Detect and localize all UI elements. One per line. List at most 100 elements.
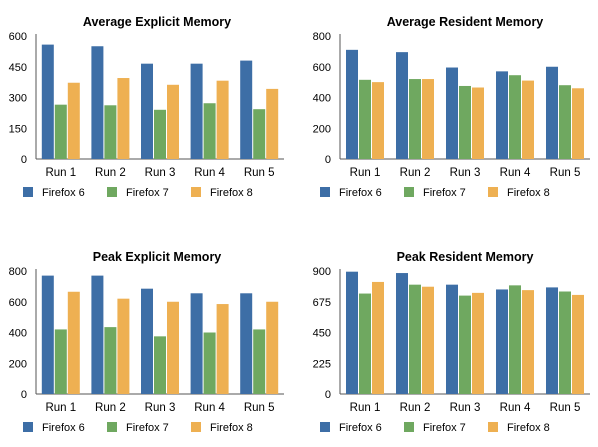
bar-firefox-6: [446, 284, 458, 394]
y-tick-label: 600: [313, 62, 331, 74]
bar-firefox-8: [572, 88, 584, 159]
x-tick-label: Run 2: [400, 167, 431, 179]
x-tick-label: Run 3: [450, 167, 481, 179]
y-tick-label: 675: [313, 297, 331, 309]
bar-firefox-7: [104, 327, 117, 394]
bar-firefox-8: [422, 286, 434, 394]
bar-firefox-7: [54, 104, 67, 159]
legend-label: Firefox 8: [507, 422, 550, 434]
legend-swatch-firefox-6: [23, 422, 33, 432]
y-tick-label: 600: [9, 31, 27, 43]
legend-label: Firefox 6: [339, 187, 382, 199]
chart-title: Peak Resident Memory: [397, 250, 534, 264]
y-tick-label: 800: [313, 31, 331, 43]
bar-firefox-6: [41, 44, 54, 159]
bar-firefox-6: [190, 293, 203, 394]
legend-swatch-firefox-7: [404, 422, 414, 432]
bar-firefox-7: [459, 295, 471, 394]
bar-firefox-8: [372, 281, 384, 394]
y-tick-label: 900: [313, 266, 331, 278]
legend-swatch-firefox-7: [404, 187, 414, 197]
legend-swatch-firefox-8: [488, 422, 498, 432]
y-tick-label: 450: [313, 328, 331, 340]
chart-title: Peak Explicit Memory: [93, 250, 222, 264]
bar-firefox-6: [446, 67, 458, 159]
x-tick-label: Run 5: [550, 402, 581, 414]
bar-firefox-8: [372, 82, 384, 159]
bar-firefox-7: [409, 284, 421, 394]
bar-firefox-6: [346, 49, 358, 159]
bar-firefox-7: [203, 103, 216, 159]
bar-firefox-8: [266, 88, 279, 159]
y-tick-label: 450: [9, 62, 27, 74]
bar-firefox-8: [167, 84, 179, 159]
y-tick-label: 200: [313, 123, 331, 135]
legend-label: Firefox 8: [210, 422, 253, 434]
x-tick-label: Run 1: [350, 167, 381, 179]
x-tick-label: Run 4: [500, 167, 531, 179]
bar-firefox-7: [253, 109, 266, 159]
x-tick-label: Run 4: [500, 402, 531, 414]
x-tick-label: Run 2: [400, 402, 431, 414]
legend-label: Firefox 6: [339, 422, 382, 434]
bar-firefox-8: [522, 80, 534, 159]
x-tick-label: Run 1: [45, 402, 76, 414]
bar-firefox-6: [346, 271, 358, 394]
bar-firefox-7: [559, 85, 571, 159]
y-tick-label: 225: [313, 358, 331, 370]
legend-swatch-firefox-6: [320, 422, 330, 432]
x-tick-label: Run 1: [45, 167, 76, 179]
bar-firefox-7: [154, 109, 166, 159]
bar-firefox-7: [509, 285, 521, 394]
bar-firefox-8: [522, 290, 534, 394]
bar-firefox-7: [253, 329, 266, 394]
bar-firefox-7: [154, 336, 166, 394]
bar-firefox-7: [54, 329, 67, 394]
legend-swatch-firefox-6: [320, 187, 330, 197]
x-tick-label: Run 3: [450, 402, 481, 414]
bar-firefox-8: [117, 78, 130, 159]
bar-firefox-6: [546, 66, 558, 159]
bar-firefox-8: [472, 292, 484, 394]
legend-swatch-firefox-7: [107, 187, 117, 197]
y-tick-label: 150: [9, 123, 27, 135]
bar-firefox-8: [167, 301, 179, 394]
bar-firefox-6: [240, 293, 253, 394]
legend-label: Firefox 7: [126, 187, 169, 199]
y-tick-label: 0: [21, 389, 27, 401]
bar-firefox-8: [216, 304, 229, 394]
bar-firefox-6: [396, 273, 408, 394]
y-tick-label: 800: [9, 266, 27, 278]
bar-firefox-6: [396, 52, 408, 159]
bar-firefox-6: [546, 287, 558, 394]
bar-firefox-8: [572, 294, 584, 394]
bar-firefox-8: [67, 82, 80, 159]
bar-firefox-6: [91, 46, 104, 159]
bar-firefox-6: [240, 60, 253, 159]
bar-firefox-8: [422, 79, 434, 159]
legend-swatch-firefox-7: [107, 422, 117, 432]
x-tick-label: Run 5: [550, 167, 581, 179]
legend-label: Firefox 8: [507, 187, 550, 199]
bar-firefox-7: [559, 291, 571, 394]
x-tick-label: Run 1: [350, 402, 381, 414]
y-tick-label: 600: [9, 297, 27, 309]
legend-label: Firefox 7: [423, 422, 466, 434]
legend-label: Firefox 8: [210, 187, 253, 199]
x-tick-label: Run 5: [244, 402, 275, 414]
bar-firefox-6: [141, 288, 153, 394]
x-tick-label: Run 5: [244, 167, 275, 179]
y-tick-label: 400: [9, 328, 27, 340]
legend-label: Firefox 6: [42, 187, 85, 199]
legend-swatch-firefox-8: [191, 187, 201, 197]
legend-label: Firefox 7: [423, 187, 466, 199]
bar-firefox-7: [203, 332, 216, 394]
legend-label: Firefox 7: [126, 422, 169, 434]
bar-firefox-6: [91, 275, 104, 394]
x-tick-label: Run 2: [95, 402, 126, 414]
legend-label: Firefox 6: [42, 422, 85, 434]
chart-title: Average Explicit Memory: [83, 15, 231, 29]
bar-firefox-7: [409, 79, 421, 159]
x-tick-label: Run 4: [194, 402, 225, 414]
